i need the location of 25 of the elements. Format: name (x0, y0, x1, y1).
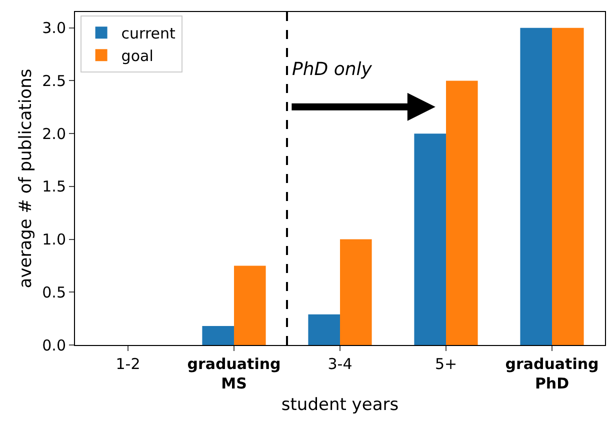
y-tick-label: 2.5 (42, 72, 66, 90)
y-tick-label: 0.5 (42, 283, 66, 302)
x-tick-label: 3-4 (328, 355, 352, 373)
x-axis-title: student years (281, 394, 399, 415)
bar (202, 326, 234, 345)
y-tick-label: 0.0 (42, 336, 66, 354)
bar (446, 80, 478, 345)
y-tick-label: 2.0 (42, 124, 66, 143)
bar (234, 266, 266, 345)
y-tick-label: 3.0 (42, 19, 66, 38)
annotation: PhD only (292, 59, 372, 80)
bar (340, 239, 372, 345)
x-tick-label: 1-2 (116, 355, 140, 373)
x-tick-label: graduating PhD (505, 355, 599, 392)
legend-label: goal (121, 46, 154, 65)
bar (552, 28, 584, 345)
y-tick-label: 1.0 (42, 230, 66, 249)
x-tick-label: graduating MS (187, 355, 281, 392)
bar (414, 134, 446, 345)
x-tick-label: 5+ (434, 355, 458, 373)
y-tick-label: 1.5 (42, 178, 66, 196)
bar (520, 28, 552, 345)
y-axis-title: average # of publications (16, 68, 36, 288)
legend-label: current (121, 24, 176, 42)
bar (308, 314, 340, 345)
